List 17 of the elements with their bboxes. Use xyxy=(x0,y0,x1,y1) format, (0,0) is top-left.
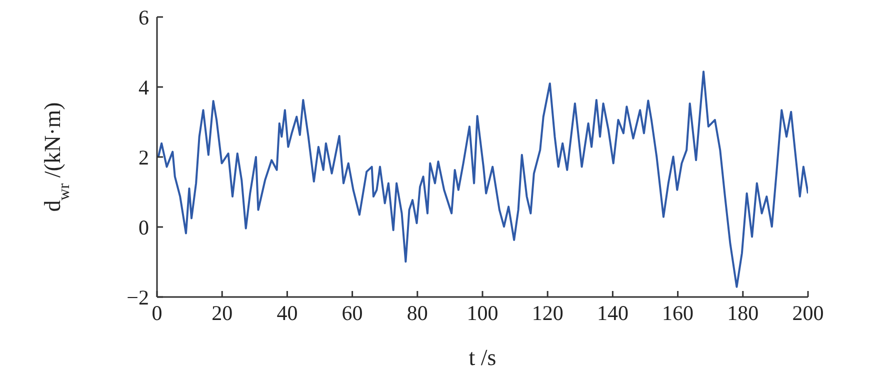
x-tick-label: 180 xyxy=(727,300,759,325)
line-series xyxy=(157,70,808,288)
x-tick-label: 140 xyxy=(596,300,628,325)
x-tick-label: 20 xyxy=(212,300,233,325)
x-tick-label: 160 xyxy=(662,300,694,325)
y-tick-label: 2 xyxy=(138,145,149,170)
x-tick-label: 120 xyxy=(532,300,564,325)
x-axis-title: t /s xyxy=(468,345,496,370)
y-tick-label: 0 xyxy=(138,215,149,240)
x-tick-label: 40 xyxy=(276,300,298,325)
x-tick-label: 80 xyxy=(406,300,428,325)
y-tick-label: −2 xyxy=(126,285,149,310)
y-tick-label: 4 xyxy=(138,75,150,100)
x-tick-label: 100 xyxy=(466,300,498,325)
x-tick-label: 200 xyxy=(792,300,824,325)
y-tick-label: 6 xyxy=(138,5,149,30)
x-tick-label: 60 xyxy=(342,300,363,325)
